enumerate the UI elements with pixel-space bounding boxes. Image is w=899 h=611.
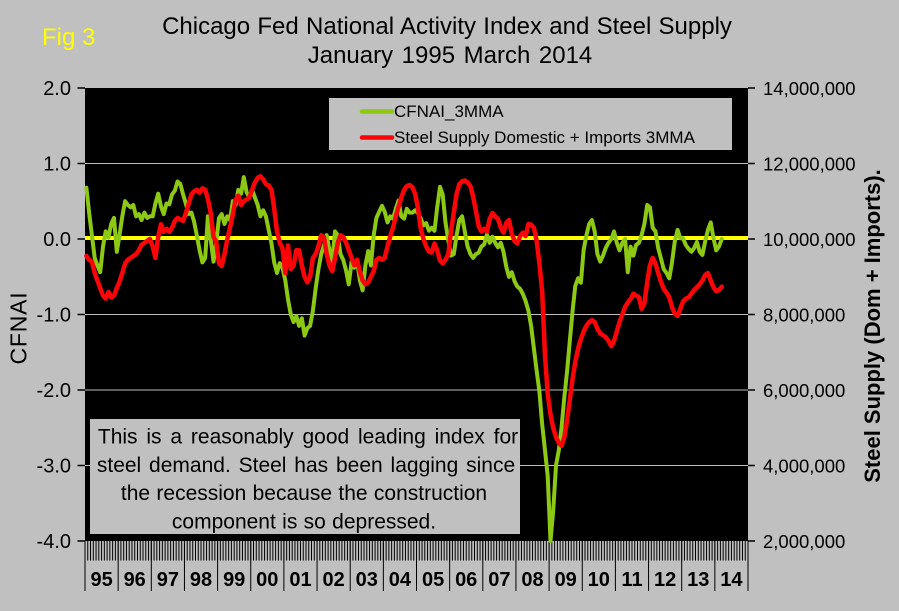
svg-text:Steel Supply Domestic + Import: Steel Supply Domestic + Imports 3MMA [394,128,696,147]
svg-text:2.0: 2.0 [43,78,71,100]
svg-text:4,000,000: 4,000,000 [763,456,845,477]
svg-text:0.0: 0.0 [43,229,71,251]
svg-text:14,000,000: 14,000,000 [763,78,856,99]
svg-text:8,000,000: 8,000,000 [763,305,845,326]
svg-text:-2.0: -2.0 [37,380,71,402]
svg-text:-3.0: -3.0 [37,456,71,478]
svg-text:12,000,000: 12,000,000 [763,154,856,175]
svg-text:03: 03 [356,569,378,591]
svg-text:99: 99 [223,569,245,591]
svg-text:98: 98 [190,569,212,591]
svg-text:04: 04 [389,569,412,591]
svg-text:96: 96 [124,569,146,591]
svg-text:13: 13 [687,569,709,591]
svg-text:2,000,000: 2,000,000 [763,531,845,552]
svg-text:10,000,000: 10,000,000 [763,229,856,250]
svg-text:01: 01 [289,569,311,591]
svg-text:Steel Supply (Dom + Imports).: Steel Supply (Dom + Imports). [860,169,885,483]
svg-text:CFNAI_3MMA: CFNAI_3MMA [394,102,504,121]
svg-text:-1.0: -1.0 [37,305,71,327]
svg-text:05: 05 [422,569,444,591]
svg-text:10: 10 [588,569,610,591]
svg-text:95: 95 [90,569,112,591]
svg-text:Fig 3: Fig 3 [42,24,95,51]
svg-text:steel demand. Steel has been l: steel demand. Steel has been lagging sin… [97,454,515,477]
svg-text:97: 97 [157,569,179,591]
svg-text:06: 06 [455,569,477,591]
svg-text:-4.0: -4.0 [37,531,71,553]
svg-text:00: 00 [256,569,278,591]
svg-text:January 1995 March 2014: January 1995 March 2014 [308,42,593,69]
svg-text:This is a reasonably good lead: This is a reasonably good leading index … [98,426,518,449]
svg-text:12: 12 [654,569,676,591]
svg-text:Chicago Fed National Activity: Chicago Fed National Activity Index and … [162,13,732,40]
svg-text:CFNAI: CFNAI [6,292,32,365]
svg-text:02: 02 [322,569,344,591]
svg-text:09: 09 [555,569,577,591]
svg-text:6,000,000: 6,000,000 [763,380,845,401]
svg-text:11: 11 [621,569,642,591]
svg-text:1.0: 1.0 [43,154,71,176]
svg-text:the recession because the cons: the recession because the construction [121,482,487,505]
svg-text:07: 07 [488,569,510,591]
svg-text:component is so depressed.: component is so depressed. [172,511,436,534]
svg-text:08: 08 [521,569,543,591]
svg-text:14: 14 [720,569,743,591]
